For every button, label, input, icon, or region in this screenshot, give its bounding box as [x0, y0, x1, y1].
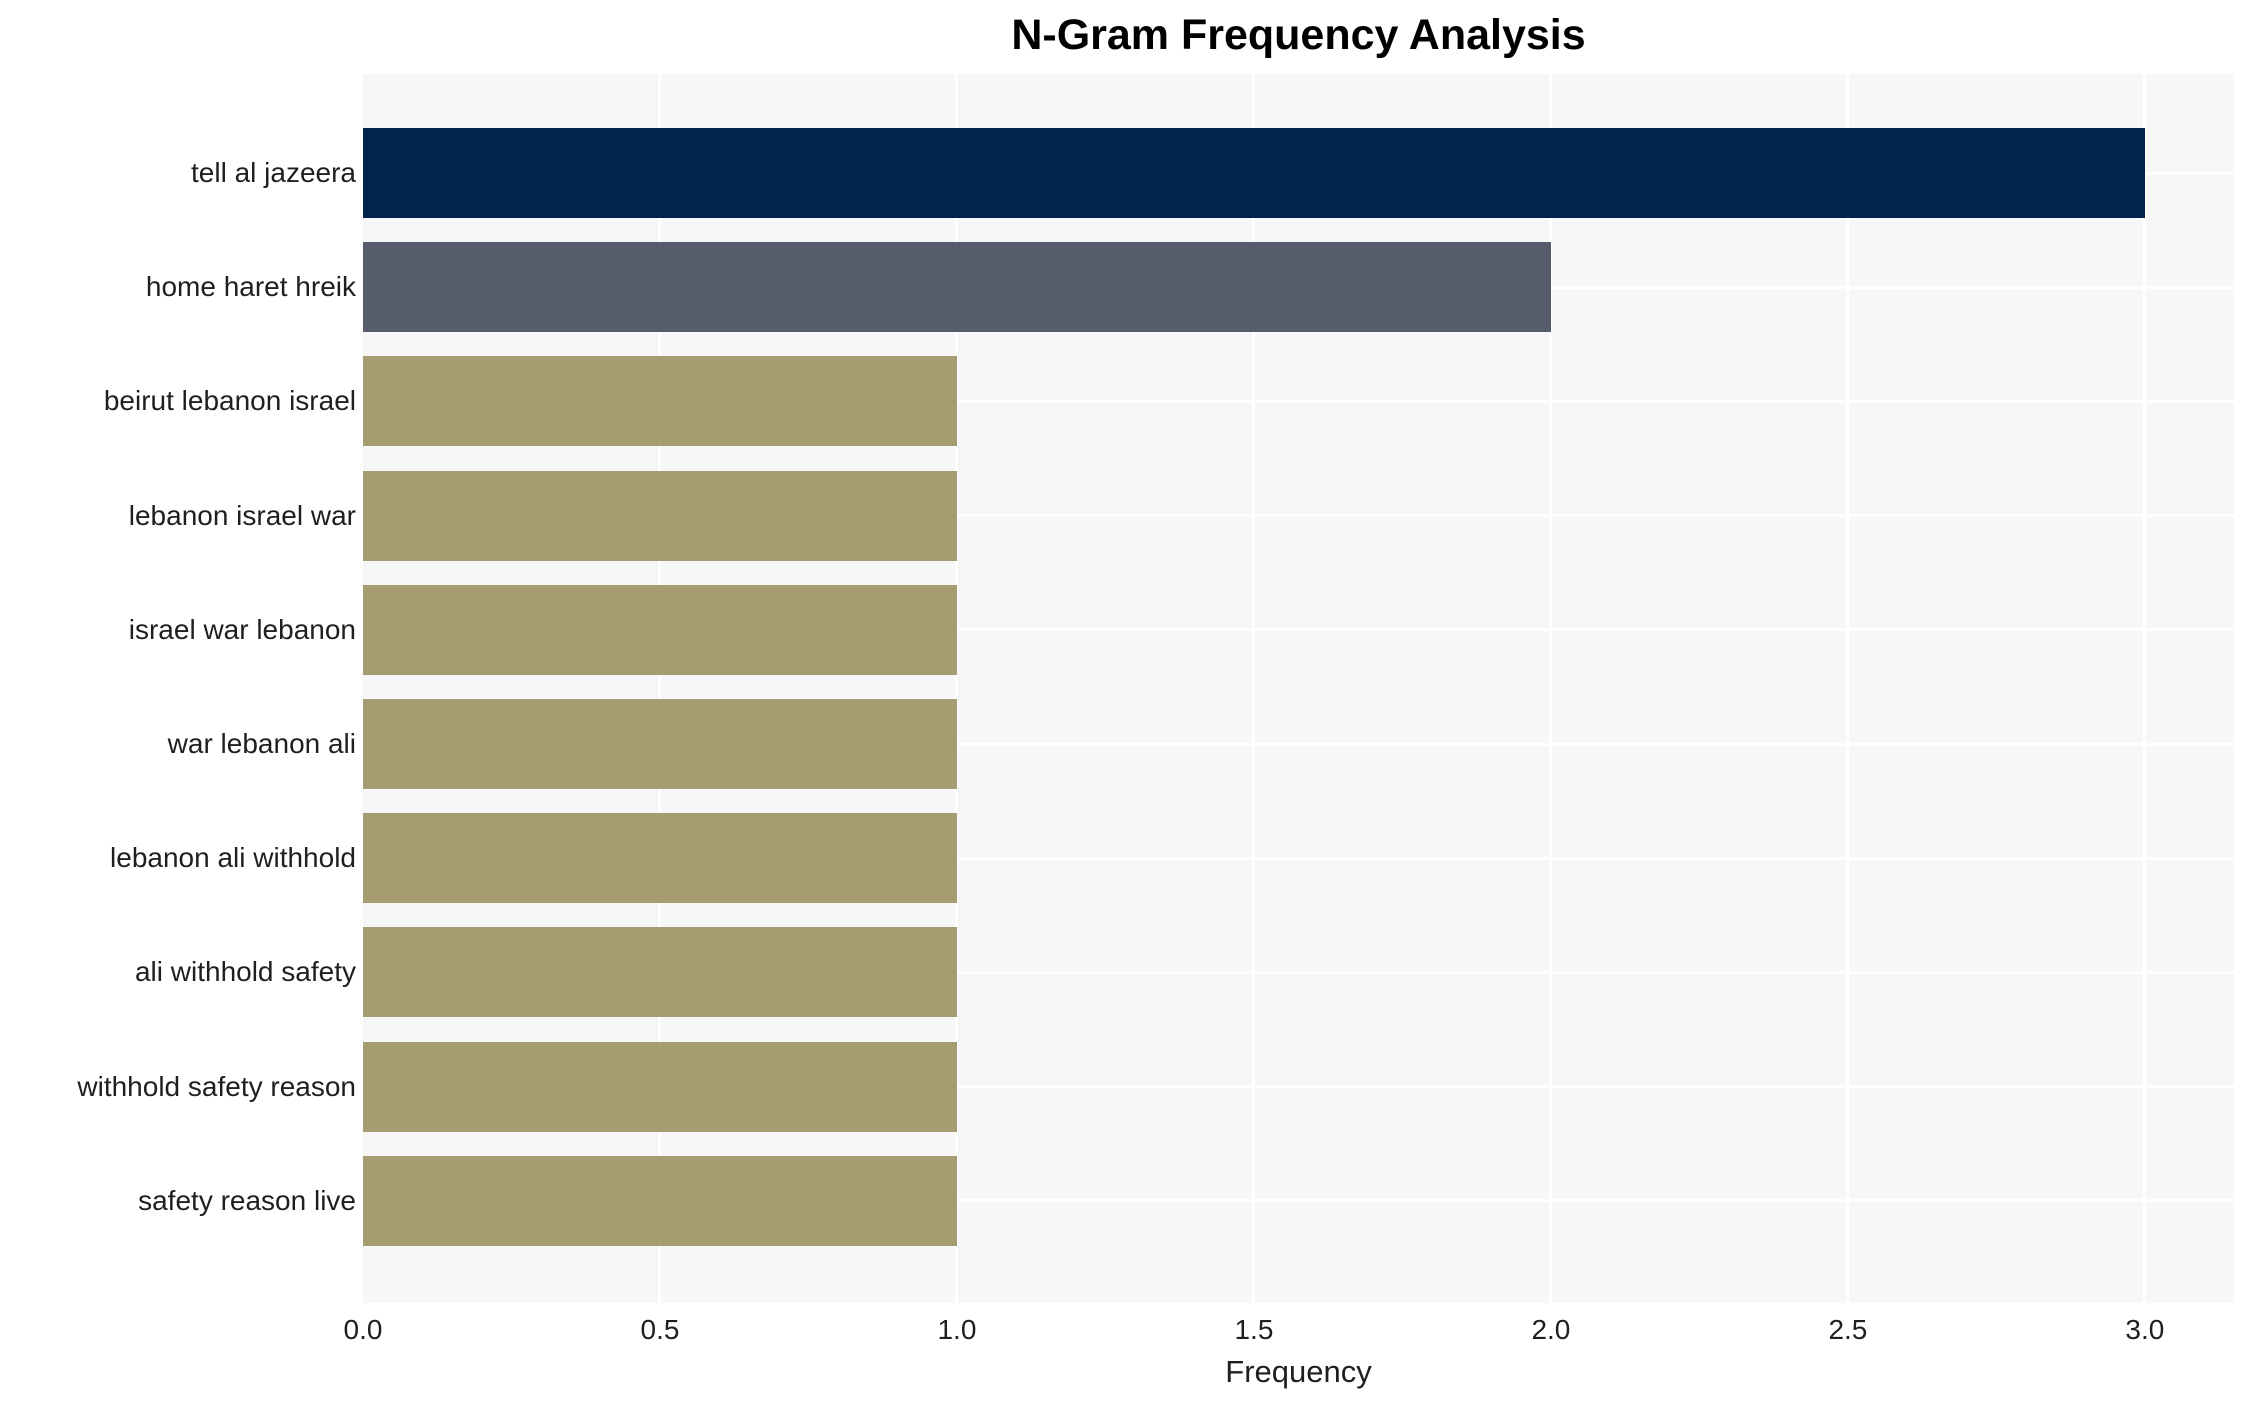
y-axis-label: ali withhold safety: [134, 956, 356, 988]
gridline-vertical: [2143, 74, 2147, 1303]
x-axis-tick-label: 3.0: [2125, 1314, 2165, 1345]
gridline-vertical: [955, 74, 959, 1303]
x-axis-tick-label: 0.0: [343, 1314, 383, 1345]
bar: [363, 813, 957, 904]
gridline-horizontal: [363, 970, 2234, 974]
gridline-horizontal: [363, 856, 2234, 860]
gridline-horizontal: [363, 742, 2234, 746]
gridline-vertical: [1252, 74, 1256, 1303]
bar: [363, 1041, 957, 1132]
y-axis-labels: tell al jazeera home haret hreik beirut le…: [0, 74, 356, 1303]
gridline-horizontal: [363, 628, 2234, 632]
gridline-vertical: [1846, 74, 1850, 1303]
y-axis-label: israel war lebanon: [128, 613, 356, 645]
y-axis-label: withhold safety reason: [77, 1070, 356, 1102]
bar: [363, 356, 957, 447]
bar: [363, 242, 1551, 333]
bar: [363, 470, 957, 561]
x-axis-tick-label: 1.5: [1234, 1314, 1274, 1345]
gridline-vertical: [1549, 74, 1553, 1303]
bar: [363, 699, 957, 789]
x-axis-tick-label: 2.0: [1531, 1314, 1571, 1345]
y-axis-label: tell al jazeera: [191, 157, 356, 188]
chart-title: N-Gram Frequency Analysis: [1011, 11, 1586, 59]
gridline-horizontal: [363, 1085, 2234, 1089]
gridline-horizontal: [363, 399, 2234, 403]
gridline-vertical: [658, 74, 662, 1303]
plot-area: [363, 74, 2234, 1303]
gridline-horizontal: [363, 514, 2234, 518]
bar: [363, 927, 957, 1018]
x-axis-tick-label: 1.0: [937, 1314, 977, 1345]
y-axis-label: beirut lebanon israel: [103, 385, 356, 417]
bar: [363, 584, 957, 675]
x-axis-title: Frequency: [1225, 1354, 1372, 1389]
x-axis-tick-label: 2.5: [1828, 1314, 1868, 1345]
y-axis-label: home haret hreik: [145, 271, 356, 303]
y-axis-label: safety reason live: [138, 1184, 356, 1216]
y-axis-label: lebanon israel war: [128, 499, 356, 531]
y-axis-label: war lebanon ali: [167, 728, 356, 759]
y-axis-label: lebanon ali withhold: [110, 842, 356, 874]
gridline-horizontal: [363, 1199, 2234, 1203]
x-axis-tick-label: 0.5: [640, 1314, 680, 1345]
bar: [363, 128, 2145, 218]
bar: [363, 1155, 957, 1246]
